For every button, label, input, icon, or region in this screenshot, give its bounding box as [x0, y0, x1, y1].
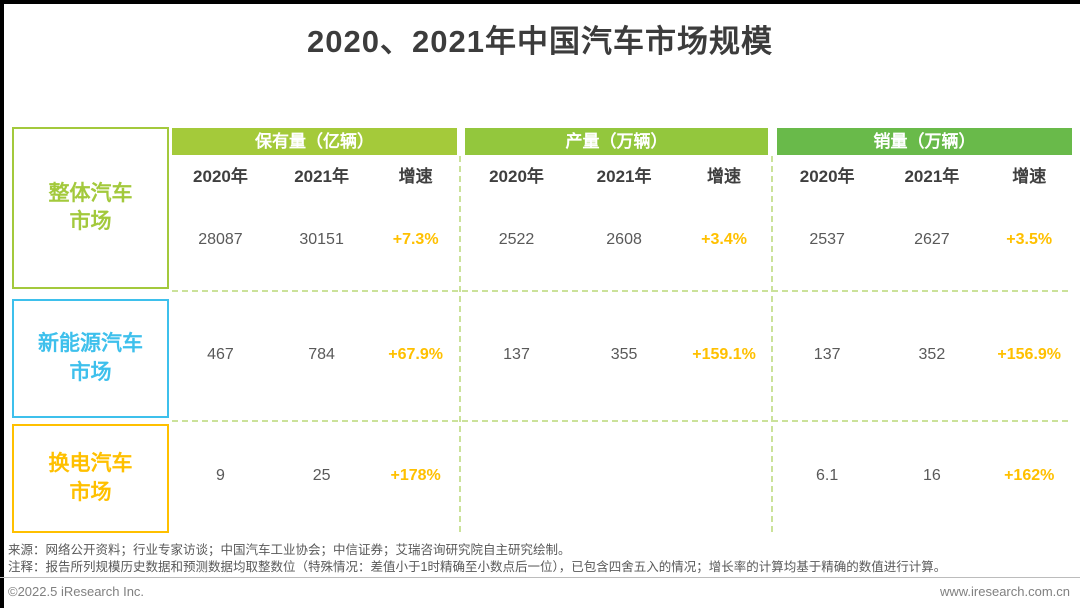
table-row: 2537 2627 +3.5%	[777, 189, 1072, 290]
top-black-border	[0, 0, 1080, 4]
row-label-line: 市场	[69, 360, 112, 384]
source-note: 来源：网络公开资料；行业专家访谈；中国汽车工业协会；中信证券；艾瑞咨询研究院自主…	[8, 543, 571, 557]
cell-growth: +67.9%	[388, 346, 443, 363]
row-label-line: 新能源汽车	[38, 332, 143, 356]
column-header-growth: 增速	[398, 166, 433, 186]
cell-growth: +156.9%	[997, 346, 1062, 363]
column-header-2021: 2021年	[596, 166, 652, 186]
table-row: 6.1 16 +162%	[777, 420, 1072, 531]
table-row: 137 355 +159.1%	[465, 290, 768, 420]
cell-value: 137	[813, 346, 841, 363]
subheader-row: 2020年 2021年 增速	[777, 159, 1072, 189]
subheader-row: 2020年 2021年 增速	[465, 159, 768, 189]
column-group-sales: 销量（万辆） 2020年 2021年 增速 2537 2627 +3.5% 13…	[777, 128, 1072, 532]
cell-value: 355	[610, 346, 638, 363]
column-group-ownership: 保有量（亿辆） 2020年 2021年 增速 28087 30151 +7.3%…	[172, 128, 457, 532]
footer-divider	[0, 577, 1080, 578]
copyright-text: ©2022.5 iResearch Inc.	[8, 584, 145, 599]
cell-growth: +178%	[390, 466, 441, 484]
cell-value: 16	[922, 466, 941, 484]
left-black-border	[0, 0, 4, 608]
cell-value: 352	[918, 346, 946, 363]
cell-value: 25	[312, 466, 331, 484]
column-header-2020: 2020年	[799, 166, 855, 186]
cell-growth: +159.1%	[692, 346, 756, 363]
row-label-line: 市场	[69, 210, 112, 233]
column-header-growth: 增速	[707, 166, 742, 186]
cell-growth: +162%	[1004, 466, 1055, 484]
cell-value: 2537	[809, 230, 845, 248]
column-header-growth: 增速	[1012, 166, 1047, 186]
cell-value: 137	[503, 346, 530, 363]
cell-value: 467	[207, 346, 234, 363]
column-header-2021: 2021年	[904, 166, 960, 186]
vertical-dashed-divider	[771, 156, 773, 533]
page-title: 2020、2021年中国汽车市场规模	[307, 24, 773, 59]
cell-value: 9	[215, 466, 225, 484]
cell-value: 2522	[498, 230, 535, 248]
group-header-sales: 销量（万辆）	[777, 128, 1072, 155]
column-header-2020: 2020年	[489, 166, 544, 186]
methodology-note: 注释：报告所列规模历史数据和预测数据均取整数位（特殊情况：差值小于1时精确至小数…	[8, 560, 947, 574]
horizontal-dashed-divider	[172, 290, 1072, 292]
cell-value: 28087	[198, 230, 243, 248]
column-group-production: 产量（万辆） 2020年 2021年 增速 2522 2608 +3.4% 13…	[465, 128, 768, 532]
group-header-ownership: 保有量（亿辆）	[172, 128, 457, 155]
row-label-line: 整体汽车	[48, 181, 133, 205]
cell-value: 2608	[606, 230, 642, 248]
cell-value: 2627	[914, 230, 950, 248]
cell-value: 30151	[299, 230, 344, 248]
table-row: 137 352 +156.9%	[777, 290, 1072, 420]
row-label-line: 换电汽车	[48, 452, 133, 476]
website-url: www.iresearch.com.cn	[939, 584, 1070, 599]
table-row: 2522 2608 +3.4%	[465, 189, 768, 290]
row-label-nev-market: 新能源汽车 市场	[12, 299, 169, 418]
column-header-2020: 2020年	[193, 166, 248, 186]
cell-growth: +3.4%	[701, 230, 747, 248]
horizontal-dashed-divider	[172, 420, 1072, 422]
cell-value: 6.1	[816, 466, 839, 484]
column-header-2021: 2021年	[294, 166, 350, 186]
group-header-production: 产量（万辆）	[465, 128, 768, 155]
cell-growth: +3.5%	[1006, 230, 1053, 248]
row-label-line: 市场	[69, 480, 112, 504]
cell-growth: +7.3%	[392, 230, 439, 248]
row-label-overall-market: 整体汽车 市场	[12, 127, 169, 289]
table-row	[465, 420, 768, 531]
subheader-row: 2020年 2021年 增速	[172, 159, 457, 189]
table-row: 28087 30151 +7.3%	[172, 189, 457, 290]
table-row: 9 25 +178%	[172, 420, 457, 531]
vertical-dashed-divider	[459, 156, 461, 533]
table-row: 467 784 +67.9%	[172, 290, 457, 420]
cell-value: 784	[308, 346, 335, 363]
row-label-battery-swap-market: 换电汽车 市场	[12, 424, 169, 533]
